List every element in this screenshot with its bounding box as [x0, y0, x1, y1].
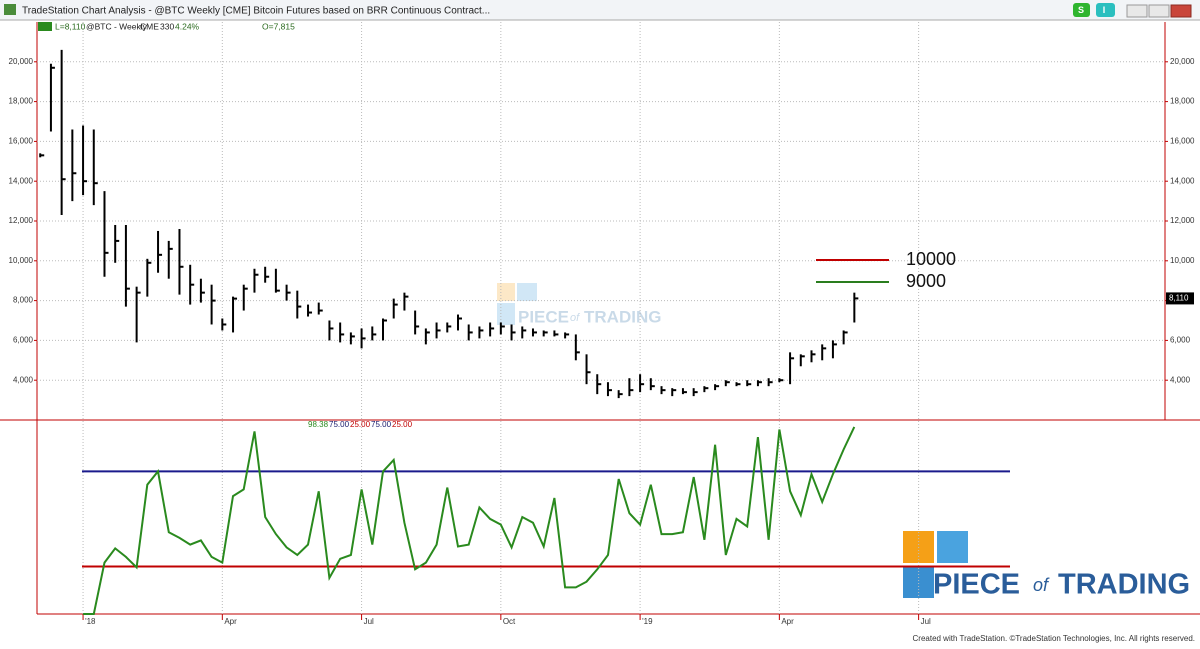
x-tick-label: Oct — [503, 617, 516, 626]
logo-square — [937, 531, 968, 563]
watermark: PIECE of TRADING — [497, 283, 661, 326]
y-tick-label: 12,000 — [1170, 216, 1195, 225]
y-tick-label: 4,000 — [13, 375, 34, 384]
strategy-button[interactable] — [1073, 3, 1090, 17]
logo-word: TRADING — [1058, 569, 1190, 601]
logo: PIECE of TRADING — [903, 531, 1190, 601]
strategy-button-label: S — [1078, 5, 1084, 15]
y-tick-label: 6,000 — [13, 336, 34, 345]
watermark-text: TRADING — [584, 307, 661, 326]
title-bar — [0, 0, 1200, 20]
x-tick-label: '19 — [642, 617, 653, 626]
y-tick-label: 16,000 — [9, 137, 34, 146]
y-tick-label: 4,000 — [1170, 375, 1191, 384]
change-text: 4.24% — [175, 21, 200, 31]
watermark-square — [517, 283, 537, 301]
indicator-button[interactable] — [1096, 3, 1115, 17]
indicator-line — [83, 426, 856, 615]
watermark-text: of — [570, 312, 580, 324]
legend-label: 9000 — [906, 271, 946, 291]
watermark-text: PIECE — [518, 307, 569, 326]
logo-word: of — [1033, 575, 1050, 595]
y-tick-label: 10,000 — [9, 256, 34, 265]
open-text: O=7,815 — [262, 21, 295, 31]
minimize-button[interactable] — [1126, 4, 1148, 18]
x-tick-label: Apr — [224, 617, 237, 626]
y-tick-label: 14,000 — [9, 176, 34, 185]
x-tick-label: Jul — [921, 617, 931, 626]
indicator-readout: 25.00 — [392, 420, 413, 429]
x-tick-label: Jul — [364, 617, 374, 626]
maximize-button[interactable] — [1148, 4, 1170, 18]
y-tick-label: 12,000 — [9, 216, 34, 225]
y-tick-label: 14,000 — [1170, 176, 1195, 185]
y-tick-label: 18,000 — [1170, 97, 1195, 106]
watermark-square — [497, 283, 515, 301]
watermark-square — [497, 303, 515, 325]
y-tick-label: 8,000 — [13, 296, 34, 305]
footer: Created with TradeStation. ©TradeStation… — [913, 634, 1196, 643]
count-text: 330 — [160, 21, 174, 31]
logo-word: PIECE — [933, 569, 1020, 601]
last-price-box — [1166, 292, 1194, 305]
indicator-readout: 75.00 — [371, 420, 392, 429]
last-price-label: 8,110 — [1169, 294, 1189, 303]
logo-square — [903, 566, 934, 598]
x-tick-label: '18 — [85, 617, 96, 626]
symbol-text: @BTC - Weekly — [86, 21, 148, 31]
exchange-text: CME — [140, 21, 159, 31]
y-tick-label: 10,000 — [1170, 256, 1195, 265]
y-tick-label: 18,000 — [9, 97, 34, 106]
indicator-readout: 75.00 — [329, 420, 350, 429]
indicator-readout: 98.38 — [308, 420, 329, 429]
app-icon — [4, 4, 16, 15]
last-price-text: L=8,110 — [55, 21, 86, 31]
window-title: TradeStation Chart Analysis - @BTC Weekl… — [22, 6, 490, 17]
indicator-button-label: I — [1103, 5, 1106, 15]
y-tick-label: 6,000 — [1170, 336, 1191, 345]
legend-label: 10000 — [906, 249, 956, 269]
y-tick-label: 20,000 — [9, 57, 34, 66]
y-tick-label: 20,000 — [1170, 57, 1195, 66]
close-button[interactable] — [1170, 4, 1192, 18]
x-tick-label: Apr — [781, 617, 794, 626]
y-tick-label: 16,000 — [1170, 137, 1195, 146]
symbol-icon — [38, 22, 52, 31]
indicator-readout: 25.00 — [350, 420, 371, 429]
